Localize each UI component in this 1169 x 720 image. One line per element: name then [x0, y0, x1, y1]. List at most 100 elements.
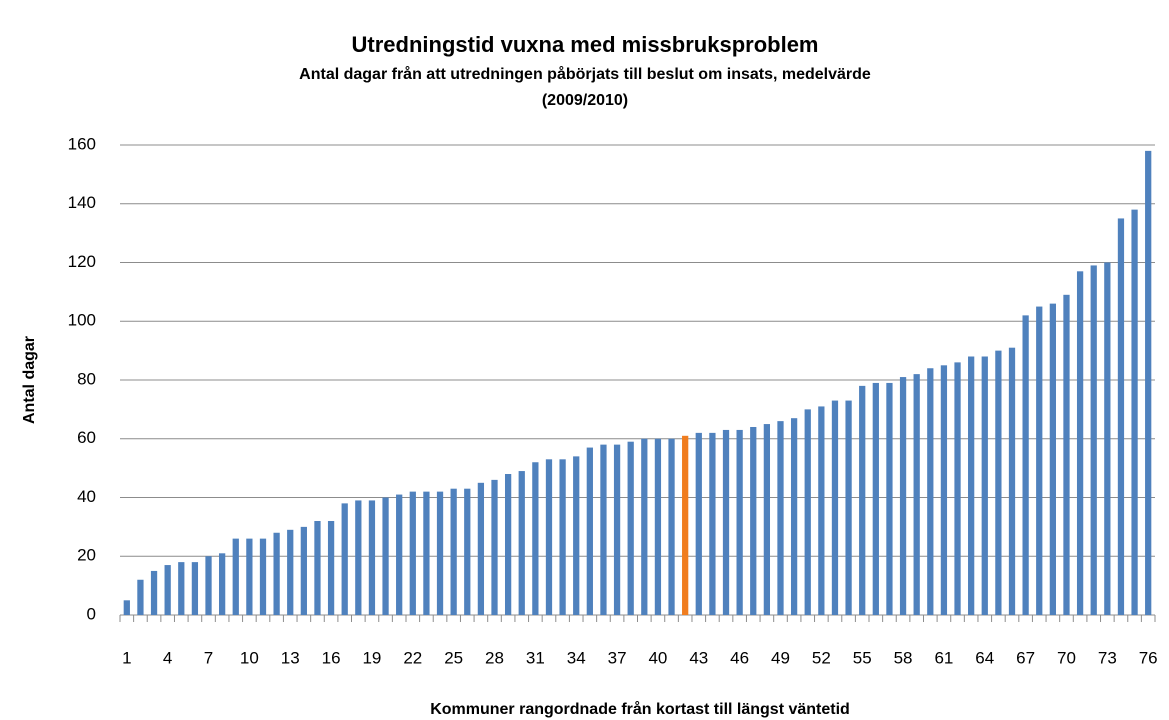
- bar: [232, 538, 239, 615]
- bar: [1008, 347, 1016, 615]
- bar: [559, 459, 566, 615]
- bar: [668, 438, 675, 615]
- bar: [995, 350, 1002, 615]
- bar: [178, 562, 185, 615]
- bar: [464, 488, 471, 615]
- bar: [586, 447, 593, 615]
- x-tick-label: 1: [122, 648, 131, 667]
- bar: [831, 400, 839, 615]
- bar: [763, 424, 771, 615]
- y-tick-label: 40: [77, 487, 96, 506]
- bar: [450, 488, 457, 615]
- x-tick-label: 58: [894, 648, 913, 667]
- x-tick-label: 49: [771, 648, 790, 667]
- bar: [205, 556, 212, 615]
- bar: [327, 521, 335, 615]
- bar: [191, 562, 199, 615]
- bar: [259, 538, 267, 615]
- x-tick-label: 67: [1016, 648, 1035, 667]
- x-tick-label: 70: [1057, 648, 1076, 667]
- bar: [899, 377, 907, 615]
- bar: [1131, 209, 1138, 615]
- bar: [300, 526, 307, 615]
- x-axis-label: Kommuner rangordnade från kortast till l…: [430, 700, 850, 718]
- y-tick-label: 140: [68, 193, 96, 212]
- bar: [736, 429, 743, 615]
- bar: [355, 500, 362, 615]
- bar: [573, 456, 580, 615]
- bar: [382, 497, 389, 615]
- bar: [927, 368, 934, 615]
- y-tick-label: 100: [68, 311, 96, 330]
- bar: [722, 429, 730, 615]
- x-tick-label: 43: [689, 648, 708, 667]
- bar: [273, 532, 280, 615]
- bar: [368, 500, 376, 615]
- x-tick-label: 37: [608, 648, 627, 667]
- bar: [123, 600, 130, 615]
- bar: [477, 482, 485, 615]
- x-tick-label: 22: [403, 648, 422, 667]
- bar: [137, 579, 144, 615]
- x-tick-label: 13: [281, 648, 300, 667]
- x-tick-label: 4: [163, 648, 172, 667]
- bar: [1036, 306, 1043, 615]
- bar: [790, 418, 798, 615]
- bar: [219, 553, 226, 615]
- bar: [872, 382, 879, 615]
- x-tick-label: 31: [526, 648, 545, 667]
- bar: [396, 494, 403, 615]
- y-tick-label: 160: [68, 134, 96, 153]
- x-tick-label: 52: [812, 648, 831, 667]
- x-tick-label: 73: [1098, 648, 1117, 667]
- x-tick-label: 40: [648, 648, 667, 667]
- bar: [859, 385, 866, 615]
- x-tick-label: 76: [1139, 648, 1158, 667]
- bar: [545, 459, 553, 615]
- bar: [314, 521, 321, 615]
- bar: [436, 491, 444, 615]
- bar: [940, 365, 948, 615]
- bar: [968, 356, 975, 615]
- y-tick-label: 0: [87, 604, 96, 623]
- y-tick-label: 120: [68, 252, 96, 271]
- x-tick-label: 25: [444, 648, 463, 667]
- x-tick-label: 61: [934, 648, 953, 667]
- bar: [1090, 265, 1097, 615]
- bar: [1117, 218, 1125, 615]
- bar: [246, 538, 253, 615]
- x-tick-label: 7: [204, 648, 213, 667]
- bar: [491, 479, 498, 615]
- bar: [1063, 294, 1070, 615]
- bar: [654, 438, 662, 615]
- bar: [695, 432, 702, 615]
- x-tick-label: 46: [730, 648, 749, 667]
- bar: [804, 409, 811, 615]
- bar: [164, 565, 171, 615]
- bar: [341, 503, 348, 615]
- bar: [287, 529, 294, 615]
- x-tick-label: 10: [240, 648, 259, 667]
- bar: [641, 438, 648, 615]
- bar: [709, 432, 716, 615]
- bar: [1145, 150, 1152, 615]
- bar: [750, 427, 757, 615]
- y-tick-label: 60: [77, 428, 96, 447]
- bar: [954, 362, 961, 615]
- x-tick-label: 16: [322, 648, 341, 667]
- bar: [682, 435, 689, 615]
- chart-title: Utredningstid vuxna med missbruksproblem: [352, 32, 819, 57]
- x-tick-label: 19: [362, 648, 381, 667]
- x-tick-label: 55: [853, 648, 872, 667]
- y-tick-label: 80: [77, 369, 96, 388]
- bar: [777, 421, 784, 615]
- bar: [1076, 271, 1084, 615]
- bar: [613, 444, 621, 615]
- x-tick-label: 28: [485, 648, 504, 667]
- bar: [845, 400, 852, 615]
- bar: [818, 406, 825, 615]
- bar: [1022, 315, 1029, 615]
- bar: [913, 374, 920, 615]
- bar: [981, 356, 988, 615]
- y-axis-label: Antal dagar: [21, 336, 38, 424]
